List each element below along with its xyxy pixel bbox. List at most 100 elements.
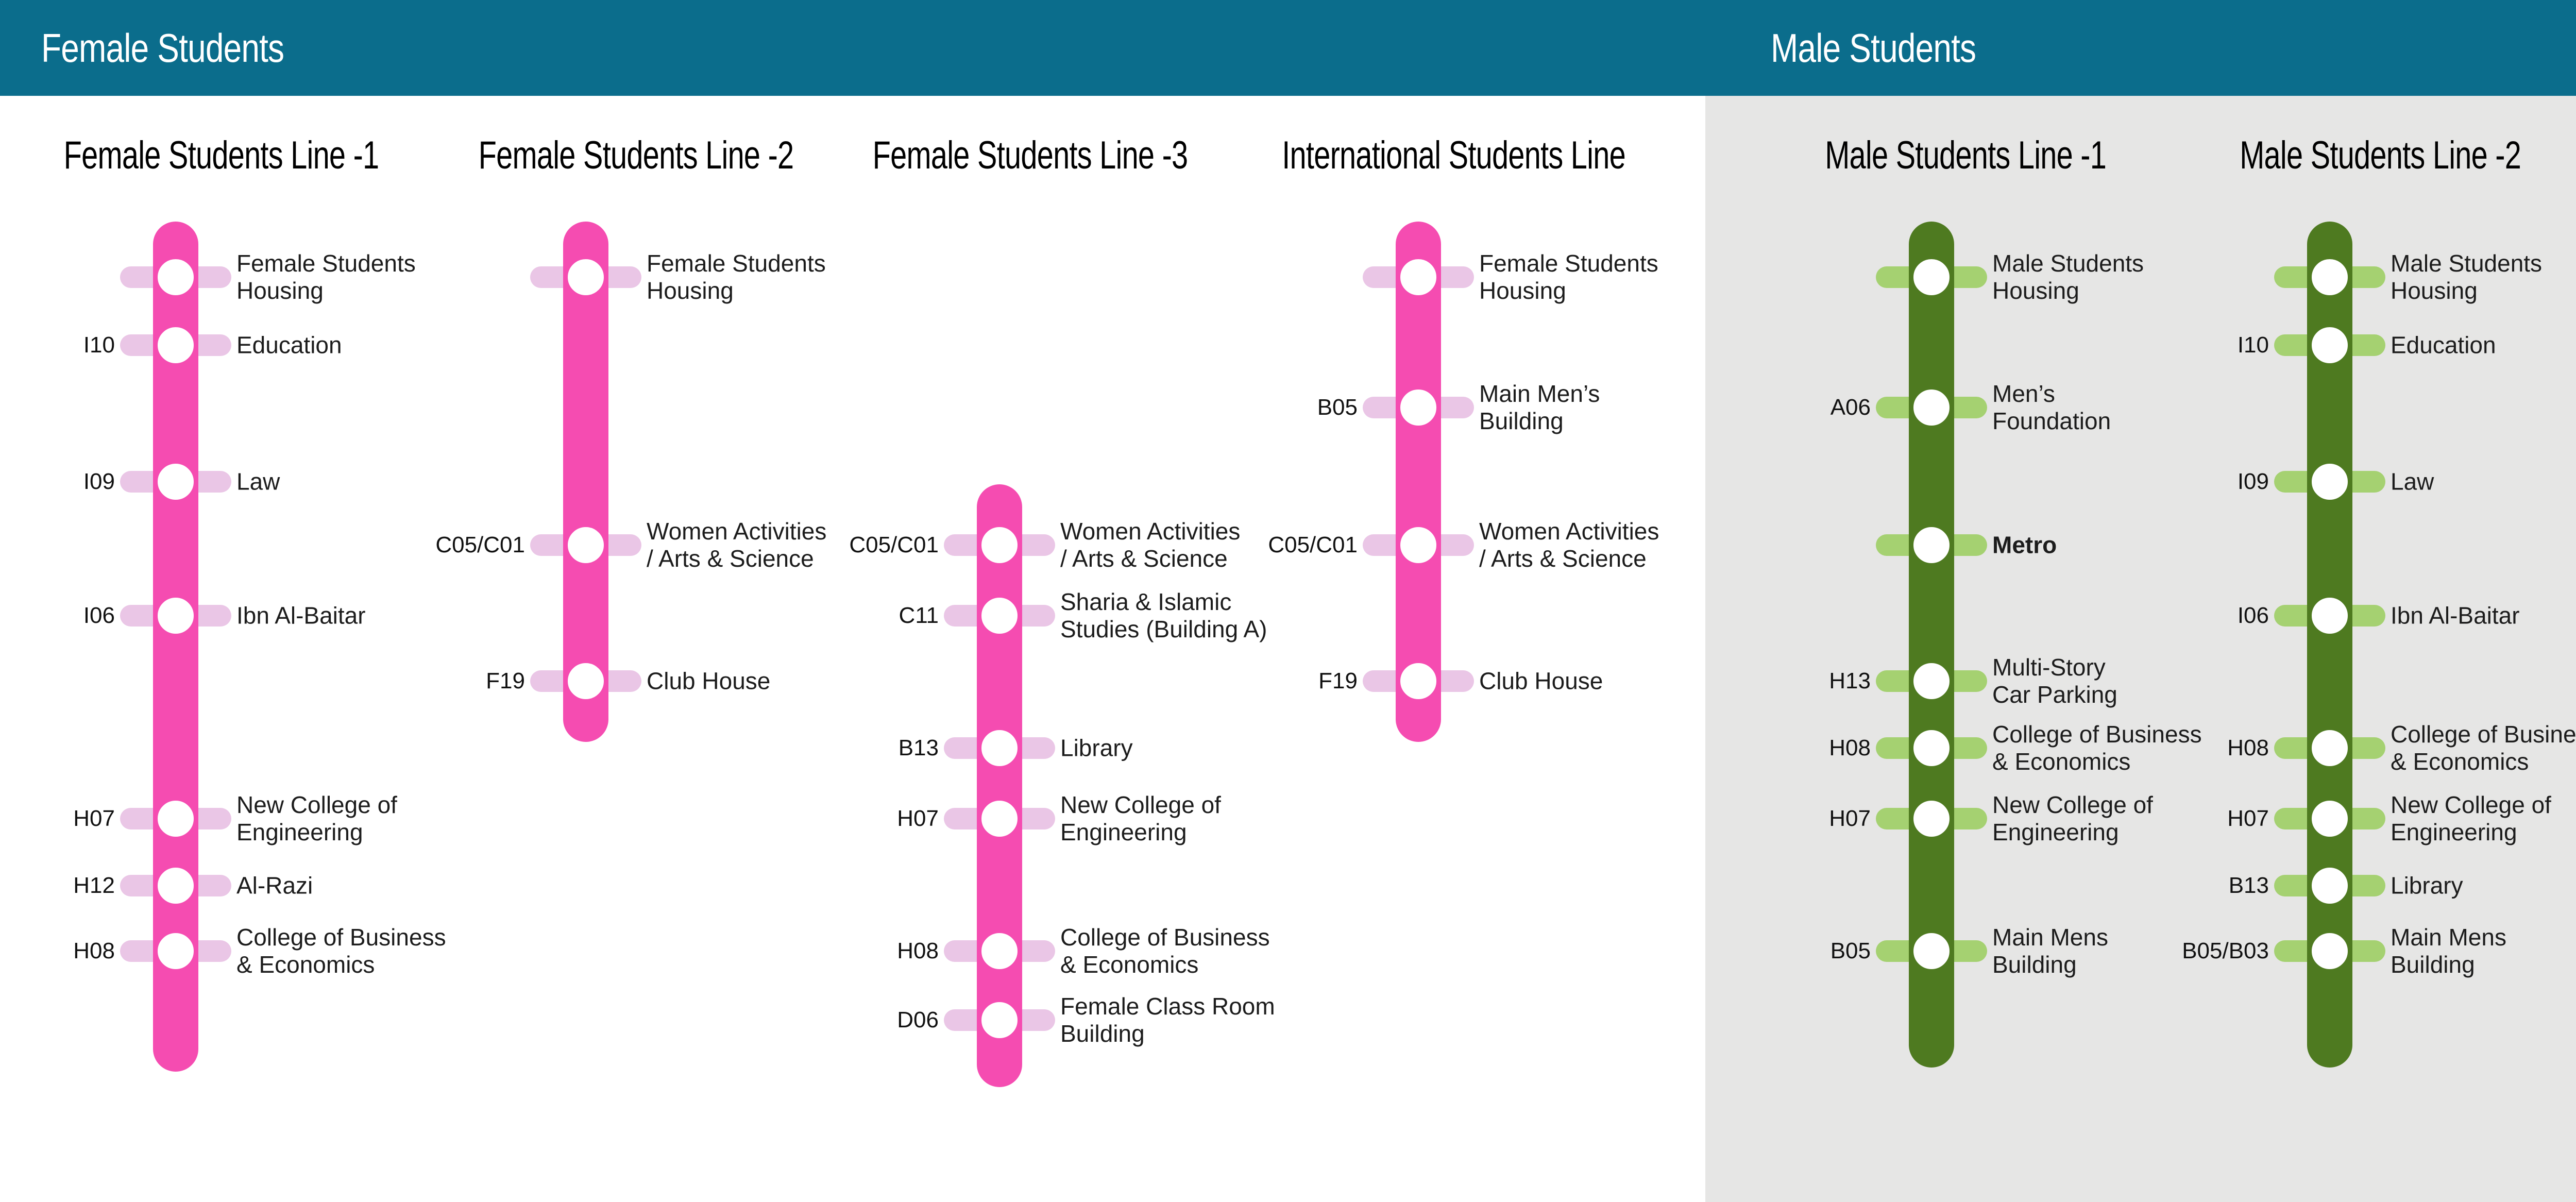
line-title: International Students Line [1145,133,1763,178]
stop-code: H07 [73,806,115,831]
stop-name: Law [236,468,280,495]
stop-circle [2309,257,2350,298]
line-title: Male Students Line -2 [2071,133,2576,178]
stop-name: Library [2391,872,2463,899]
stop-name: Education [2391,331,2496,359]
stop-name: Club House [1479,667,1603,695]
stop-name: Metro [1992,531,2057,558]
line-title-label: International Students Line [1282,133,1626,177]
line-title-label: Male Students Line -1 [1825,133,2107,177]
line-bar [977,484,1022,1087]
stop-circle [155,930,196,972]
stop-code: A06 [1830,395,1871,420]
header-title-female: Female Students [41,25,337,72]
stop-code: B05/B03 [2182,938,2269,963]
line-title: Female Students Line -3 [721,133,1340,178]
stop-circle [2309,865,2350,906]
stop-circle [155,325,196,366]
stop-circle [155,798,196,839]
stop-name: Ibn Al-Baitar [2391,602,2520,629]
header-bar [0,0,2576,96]
stop-name: Female Class Room Building [1060,993,1275,1047]
stop-name: New College of Engineering [1060,791,1221,845]
line-bar [563,222,608,742]
stop-name: New College of Engineering [2391,791,2551,845]
stop-circle [979,595,1020,636]
stop-circle [979,524,1020,566]
stop-code: F19 [1318,668,1358,693]
stop-name: Main Mens Building [2391,924,2506,978]
stop-circle [565,257,606,298]
line-bar [1909,222,1954,1068]
header-title-male: Male Students [1771,25,2021,72]
stop-name: Women Activities / Arts & Science [1060,518,1241,572]
stop-name: Law [2391,468,2434,495]
stop-code: C05/C01 [435,532,525,557]
stop-name: Education [236,331,342,359]
stop-code: H08 [73,938,115,963]
stop-circle [979,1000,1020,1041]
stop-circle [1398,387,1439,428]
stop-code: B13 [2228,873,2269,898]
stop-name: Male Students Housing [1992,250,2144,304]
stop-circle [979,930,1020,972]
stop-code: D06 [897,1007,939,1032]
stop-code: C05/C01 [849,532,939,557]
stop-circle [2309,727,2350,769]
line-title: Female Students Line -2 [327,133,945,178]
line-title-label: Male Students Line -2 [2240,133,2521,177]
stop-code: C11 [899,603,939,628]
stop-name: New College of Engineering [236,791,397,845]
male-section-panel [1705,96,2576,1202]
stop-name: College of Business & Economics [1060,924,1270,978]
stop-name: Male Students Housing [2391,250,2543,304]
stop-circle [565,524,606,566]
stop-circle [1911,661,1952,702]
stop-circle [1911,930,1952,972]
stop-code: B05 [1830,938,1871,963]
stop-circle [1911,387,1952,428]
stop-circle [1911,798,1952,839]
stop-name: Female Students Housing [1479,250,1658,304]
stop-code: H13 [1829,668,1871,693]
line-title-label: Female Students Line -3 [873,133,1189,177]
stop-circle [2309,798,2350,839]
stop-code: C05/C01 [1268,532,1358,557]
stop-name: Club House [647,667,771,695]
stop-name: Multi-Story Car Parking [1992,654,2117,708]
stop-circle [2309,461,2350,502]
stop-code: H08 [1829,735,1871,760]
stop-circle [155,257,196,298]
stop-circle [1911,524,1952,566]
stop-code: H07 [897,806,939,831]
stop-code: I06 [83,603,115,628]
stop-name: College of Business & Economics [236,924,446,978]
stop-circle [155,595,196,636]
stop-name: Female Students Housing [647,250,826,304]
stop-circle [979,727,1020,769]
stop-circle [1911,727,1952,769]
stop-circle [2309,325,2350,366]
stop-name: College of Business & Economics [2391,721,2576,775]
stop-code: I10 [83,332,115,358]
stop-name: Female Students Housing [236,250,416,304]
stop-circle [1398,661,1439,702]
stop-circle [1911,257,1952,298]
line-bar [1396,222,1441,742]
stop-code: H07 [1829,806,1871,831]
stop-circle [979,798,1020,839]
stop-circle [565,661,606,702]
stop-code: H08 [897,938,939,963]
header-title-male-label: Male Students [1771,25,1976,71]
stop-code: F19 [486,668,525,693]
header-title-female-label: Female Students [41,25,284,71]
line-title: Female Students Line -1 [0,133,531,178]
stop-code: B05 [2449,938,2576,964]
stop-name: New College of Engineering [1992,791,2153,845]
stop-name: Main Mens Building [1992,924,2108,978]
stop-circle [155,461,196,502]
stop-name: Ibn Al-Baitar [236,602,366,629]
stop-code: H07 [2227,806,2269,831]
stop-code: B13 [898,735,939,760]
